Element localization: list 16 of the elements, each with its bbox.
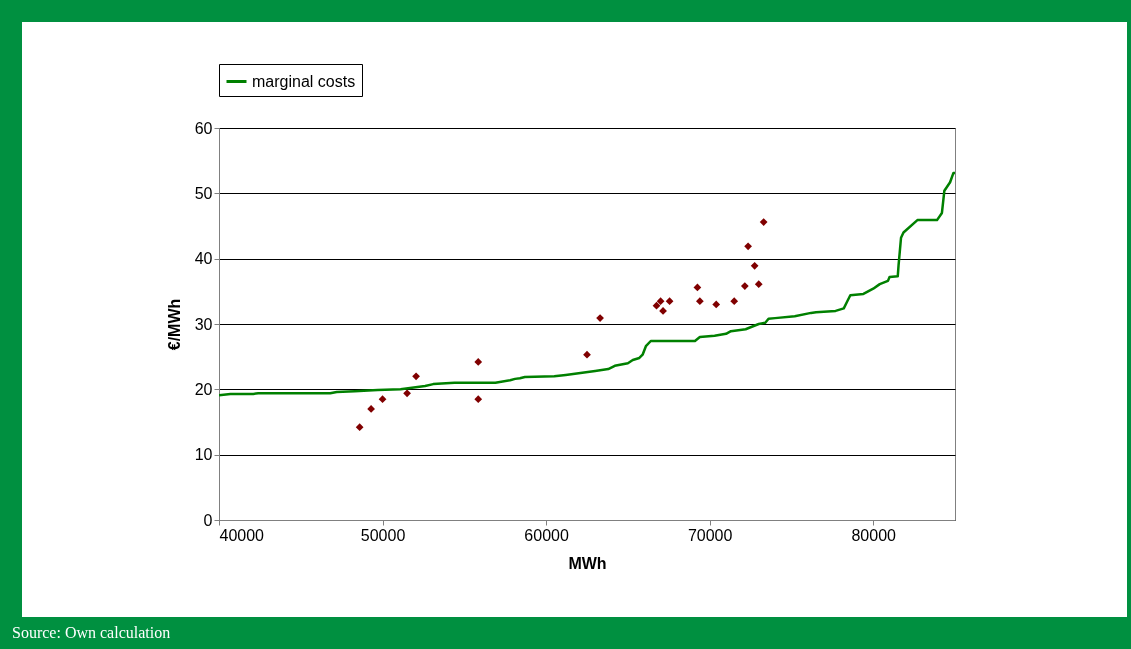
x-tick-label: 80000 (851, 526, 897, 544)
y-tick-label: 10 (194, 446, 213, 464)
y-tick-label: 0 (203, 511, 213, 529)
y-axis-title: €/MWh (165, 298, 183, 351)
source-note: Source: Own calculation (12, 624, 171, 641)
x-tick-label: 40000 (219, 526, 265, 544)
y-tick-label: 60 (194, 119, 213, 137)
x-tick-label: 50000 (360, 526, 406, 544)
x-axis-title: MWh (568, 554, 607, 572)
y-tick-label: 40 (194, 250, 213, 268)
y-tick-label: 20 (194, 380, 213, 398)
x-tick-label: 60000 (524, 526, 569, 544)
legend-label: marginal costs (252, 72, 356, 90)
x-tick-label: 70000 (687, 526, 733, 544)
y-tick-label: 30 (194, 315, 213, 333)
y-tick-label: 50 (194, 184, 213, 202)
